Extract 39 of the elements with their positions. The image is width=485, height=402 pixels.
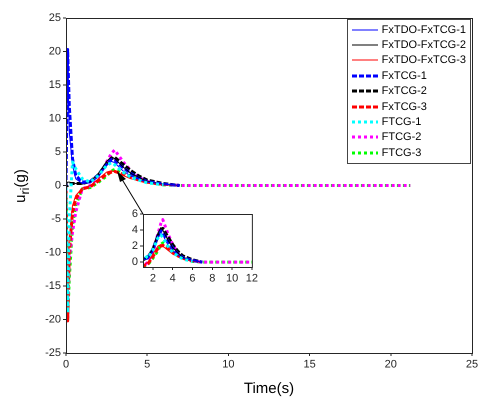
x-tick-label: 8 [209, 272, 216, 285]
line-series [143, 233, 194, 263]
y-tick-label: -5 [51, 213, 61, 226]
y-tick-label: 10 [48, 112, 61, 125]
x-tick-label: 25 [466, 358, 478, 371]
y-tick-label: 0 [54, 180, 61, 192]
legend-label: FxTDO-FxTCG-2 [382, 39, 466, 52]
y-tick-label: 15 [48, 79, 61, 92]
legend-label: FxTDO-FxTCG-3 [382, 54, 466, 66]
x-tick-label: 15 [303, 358, 316, 371]
x-tick-label: 4 [170, 272, 176, 285]
x-tick-label: 5 [144, 358, 150, 371]
line-series [143, 218, 252, 267]
legend-label: FTCG-1 [382, 116, 422, 128]
y-tick-label: -25 [45, 347, 61, 360]
x-tick-label: 0 [62, 358, 70, 371]
x-tick-label: 2 [150, 272, 156, 285]
y-tick-label: 5 [54, 146, 61, 158]
x-tick-label: 6 [189, 272, 196, 285]
legend-label: FTCG-2 [382, 131, 422, 144]
x-axis-title: Time(s) [244, 380, 294, 398]
x-tick-label: 10 [222, 358, 235, 371]
legend-label: FTCG-3 [382, 146, 422, 159]
y-tick-label: 6 [132, 208, 138, 220]
y-tick-label: 0 [132, 256, 138, 268]
legend-label: FxTCG-1 [382, 70, 427, 82]
y-tick-label: 20 [48, 46, 61, 58]
y-tick-label: 2 [132, 240, 138, 252]
y-tick-label: -20 [45, 314, 61, 326]
y-tick-label: 4 [132, 224, 138, 236]
x-tick-label: 20 [384, 358, 397, 371]
x-tick-label: 10 [226, 272, 238, 285]
legend-label: FxTDO-FxTCG-1 [382, 24, 466, 36]
x-tick-label: 12 [246, 272, 258, 285]
y-tick-label: -10 [45, 246, 61, 259]
y-tick-label: 25 [48, 12, 61, 24]
legend-label: FxTCG-3 [382, 100, 427, 113]
y-tick-label: -15 [45, 280, 61, 292]
legend-label: FxTCG-2 [382, 85, 427, 98]
